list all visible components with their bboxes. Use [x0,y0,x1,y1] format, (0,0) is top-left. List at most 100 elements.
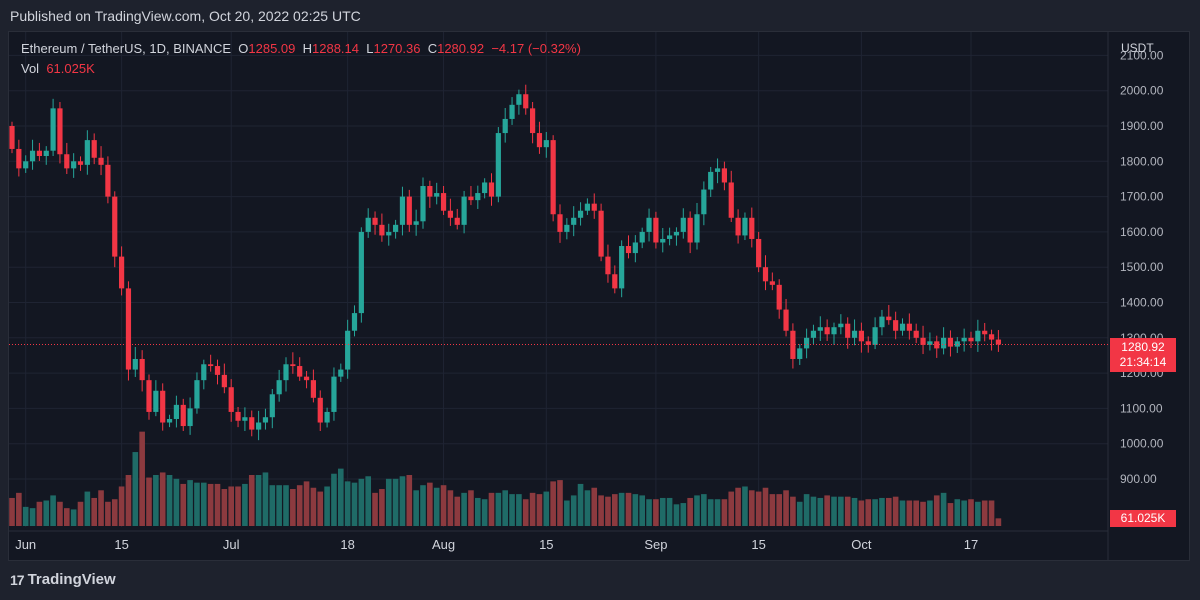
candle-body [71,161,77,169]
candle-body [804,337,810,349]
candle-body [317,397,323,423]
currency-label[interactable]: USDT [1121,41,1154,55]
volume-bar [392,478,399,526]
candle-body [619,246,625,289]
volume-bar [666,497,673,526]
low-value: 1270.36 [373,41,421,56]
volume-bar [420,485,426,526]
volume-bar [886,497,892,526]
candle-body [502,118,508,134]
volume-bar [57,501,63,526]
candle-body [845,323,851,338]
volume-bar [91,497,97,526]
open-label: O [238,41,249,56]
volume-value: 61.025K [46,61,95,76]
candle-body [413,221,419,225]
volume-bar [413,490,419,526]
candle-body [536,133,543,148]
volume-bar [64,508,70,526]
candle-body [941,337,947,349]
candle-body [29,150,36,162]
candle-body [153,390,159,412]
candle-body [742,217,748,236]
volume-bar [954,499,961,526]
candle-body [84,140,90,165]
volume-bar [509,494,515,526]
candle-body [180,404,186,427]
volume-bar [598,495,604,526]
volume-bar [242,483,248,526]
volume-bar [981,500,988,526]
volume-bar [475,497,481,526]
candle-body [324,411,330,423]
volume-bar [70,509,77,526]
candle-body [749,217,755,239]
volume-bar [50,495,56,526]
published-caption: Published on TradingView.com, Oct 20, 20… [10,8,361,24]
candle-body [714,168,721,172]
volume-bar [365,476,371,526]
volume-bar [372,492,378,526]
candle-body [913,330,919,338]
candle-body [23,161,29,169]
candle-body [132,358,138,370]
volume-bar [105,501,111,526]
volume-bar [755,491,762,526]
y-tick-label: 2000.00 [1120,84,1164,98]
symbol-title[interactable]: Ethereum / TetherUS, 1D, BINANCE [21,41,232,56]
candle-body [214,366,221,375]
volume-bar [214,483,221,526]
candle-body [625,246,632,254]
volume-bar [173,478,180,526]
volume-bar [440,485,447,526]
candle-body [9,126,15,149]
low-label: L [366,41,374,56]
candle-body [297,366,303,377]
candle-body [968,337,974,342]
y-tick-label: 900.00 [1120,472,1157,486]
candle-body [125,288,132,370]
open-value: 1285.09 [248,41,296,56]
candle-body [591,203,597,211]
volume-bar [653,499,659,526]
volume-bar [851,497,858,526]
volume-bar [180,483,187,526]
close-value: 1280.92 [437,41,485,56]
candle-body [468,196,474,201]
volume-bar [865,499,872,526]
volume-bar [673,504,680,526]
volume-bar [858,500,865,526]
volume-bar [961,500,967,526]
candle-body [454,217,460,225]
volume-bar [995,518,1002,526]
volume-bar [536,494,543,526]
volume-bar [769,494,776,526]
last-price-tag: 1280.92 21:34:14 [1110,338,1176,372]
y-tick-label: 1000.00 [1120,437,1164,451]
candle-body [221,374,227,388]
x-tick-label: 15 [539,537,553,552]
volume-bar [468,490,474,526]
volume-bar [543,491,550,526]
volume-bar [187,480,193,526]
x-tick-label: 15 [114,537,128,552]
candle-body [427,186,433,197]
volume-bar [646,499,652,526]
tradingview-brand: TradingView [27,571,116,588]
candle-body [434,193,440,197]
candle-body [290,364,296,367]
volume-label[interactable]: Vol [21,61,40,76]
volume-bar [77,501,84,526]
volume-bar [9,497,15,526]
volume-bar [968,499,974,526]
candle-body [187,408,193,427]
volume-bar [906,500,913,526]
tradingview-footer[interactable]: 17 TradingView [10,571,116,588]
volume-bar [879,497,885,526]
candle-body [447,210,453,218]
volume-bar [728,491,735,526]
candle-body [893,320,899,331]
volume-bar [844,496,851,526]
candle-body [440,193,447,211]
